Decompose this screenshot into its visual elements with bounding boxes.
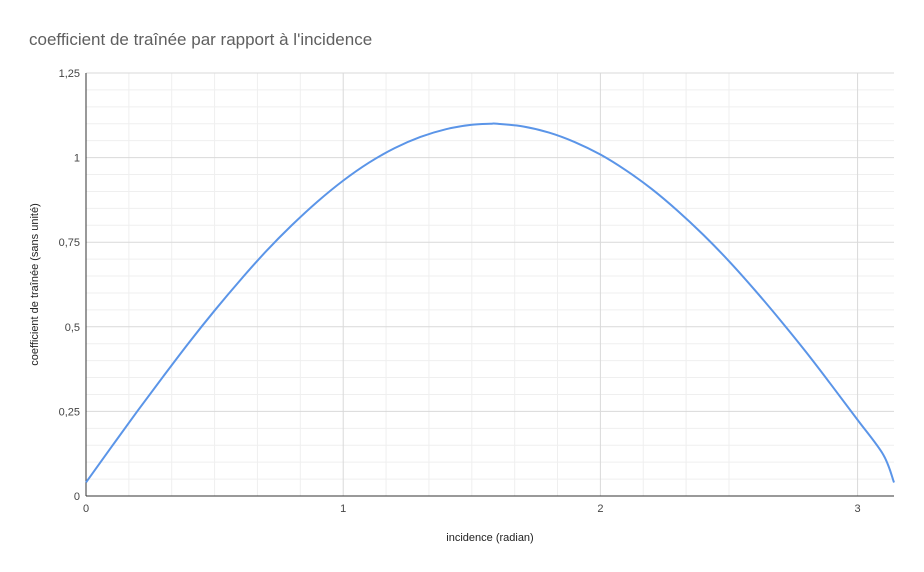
tick-labels: 0 1 2 3 0 0,25 0,5 0,75 1 1,25 [59, 68, 861, 515]
y-tick-label: 0,5 [65, 322, 80, 334]
y-axis-title: coefficient de traînée (sans unité) [29, 203, 41, 365]
x-tick-label: 0 [83, 503, 89, 515]
chart-title: coefficient de traînée par rapport à l'i… [29, 30, 373, 49]
x-tick-label: 3 [855, 503, 861, 515]
x-axis-title: incidence (radian) [446, 532, 533, 544]
minor-grid [86, 73, 894, 496]
y-tick-label: 1 [74, 153, 80, 165]
series-line [85, 122, 895, 484]
major-grid [86, 72, 894, 496]
y-tick-label: 0,75 [59, 237, 80, 249]
y-tick-label: 0 [74, 491, 80, 503]
x-tick-label: 2 [597, 503, 603, 515]
x-tick-label: 1 [340, 503, 346, 515]
y-tick-label: 1,25 [59, 68, 80, 80]
y-tick-label: 0,25 [59, 406, 80, 418]
axes [85, 73, 894, 497]
